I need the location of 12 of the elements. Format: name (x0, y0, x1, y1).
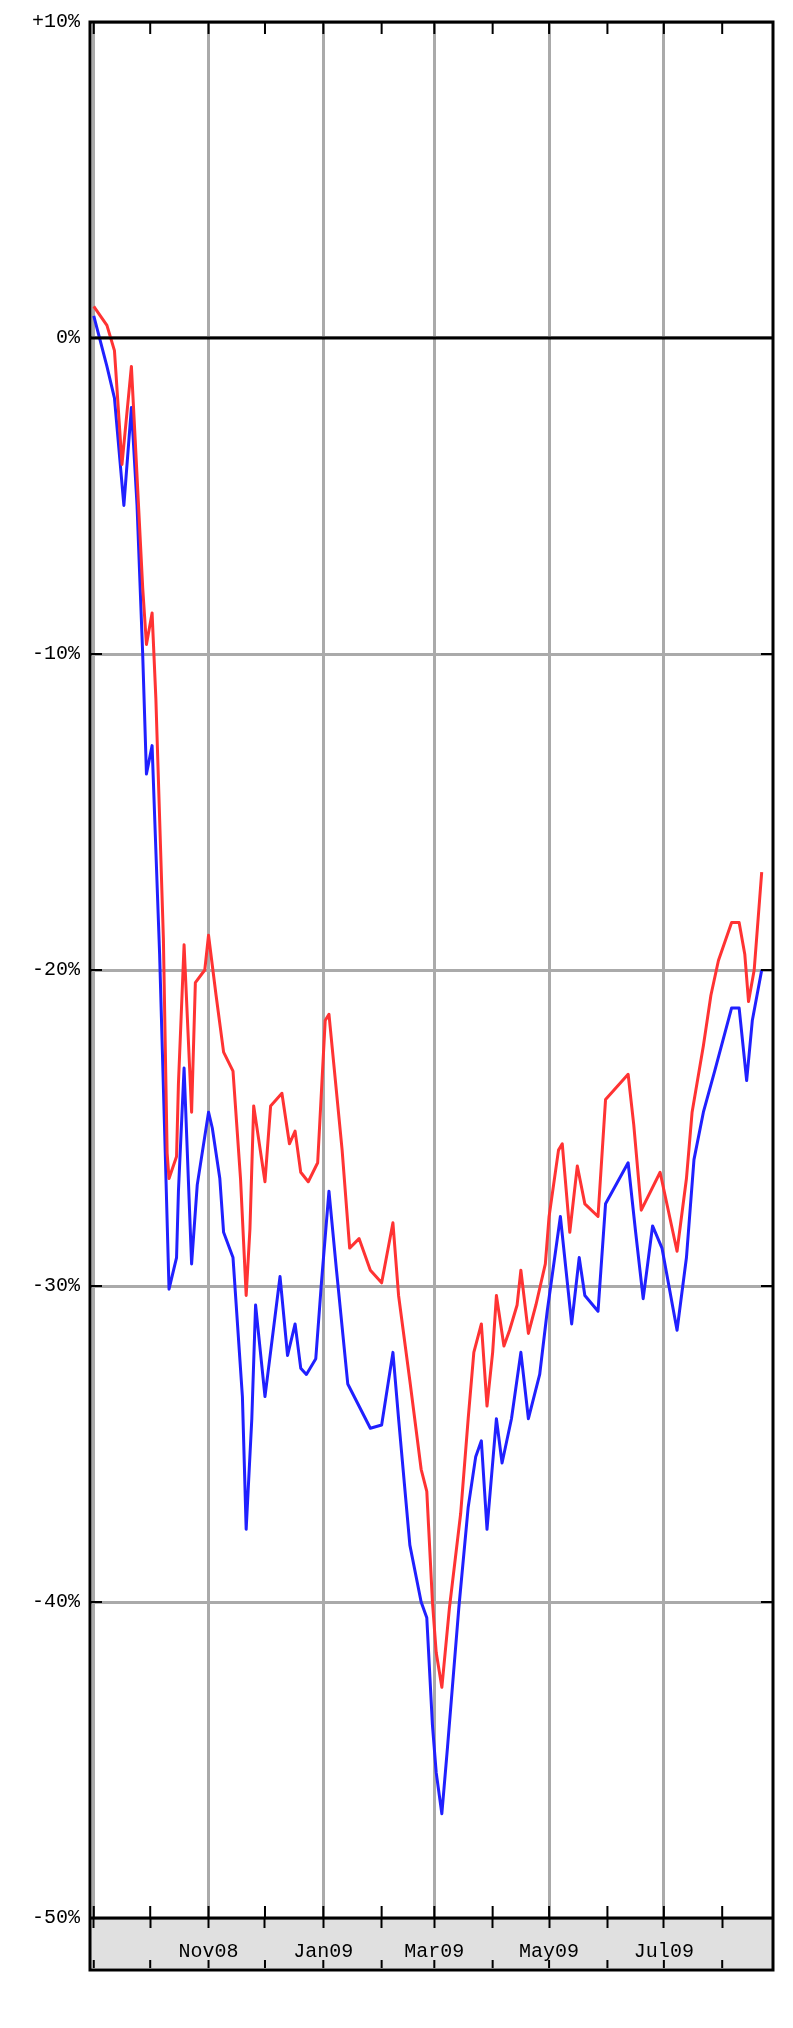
y-tick-label: -30% (31, 1274, 81, 1298)
x-tick-label: May09 (519, 1940, 580, 1964)
y-tick-label: -20% (31, 958, 81, 982)
y-tick-label: -50% (31, 1906, 81, 1930)
x-tick-label: Mar09 (404, 1940, 465, 1964)
x-tick-label: Jan09 (293, 1940, 354, 1964)
y-tick-label: -10% (31, 642, 81, 666)
y-tick-label: 0% (55, 326, 81, 350)
x-tick-label: Jul09 (633, 1940, 694, 1964)
y-tick-label: -40% (31, 1590, 81, 1614)
y-tick-label: +10% (31, 10, 81, 34)
x-tick-label: Nov08 (178, 1940, 239, 1964)
